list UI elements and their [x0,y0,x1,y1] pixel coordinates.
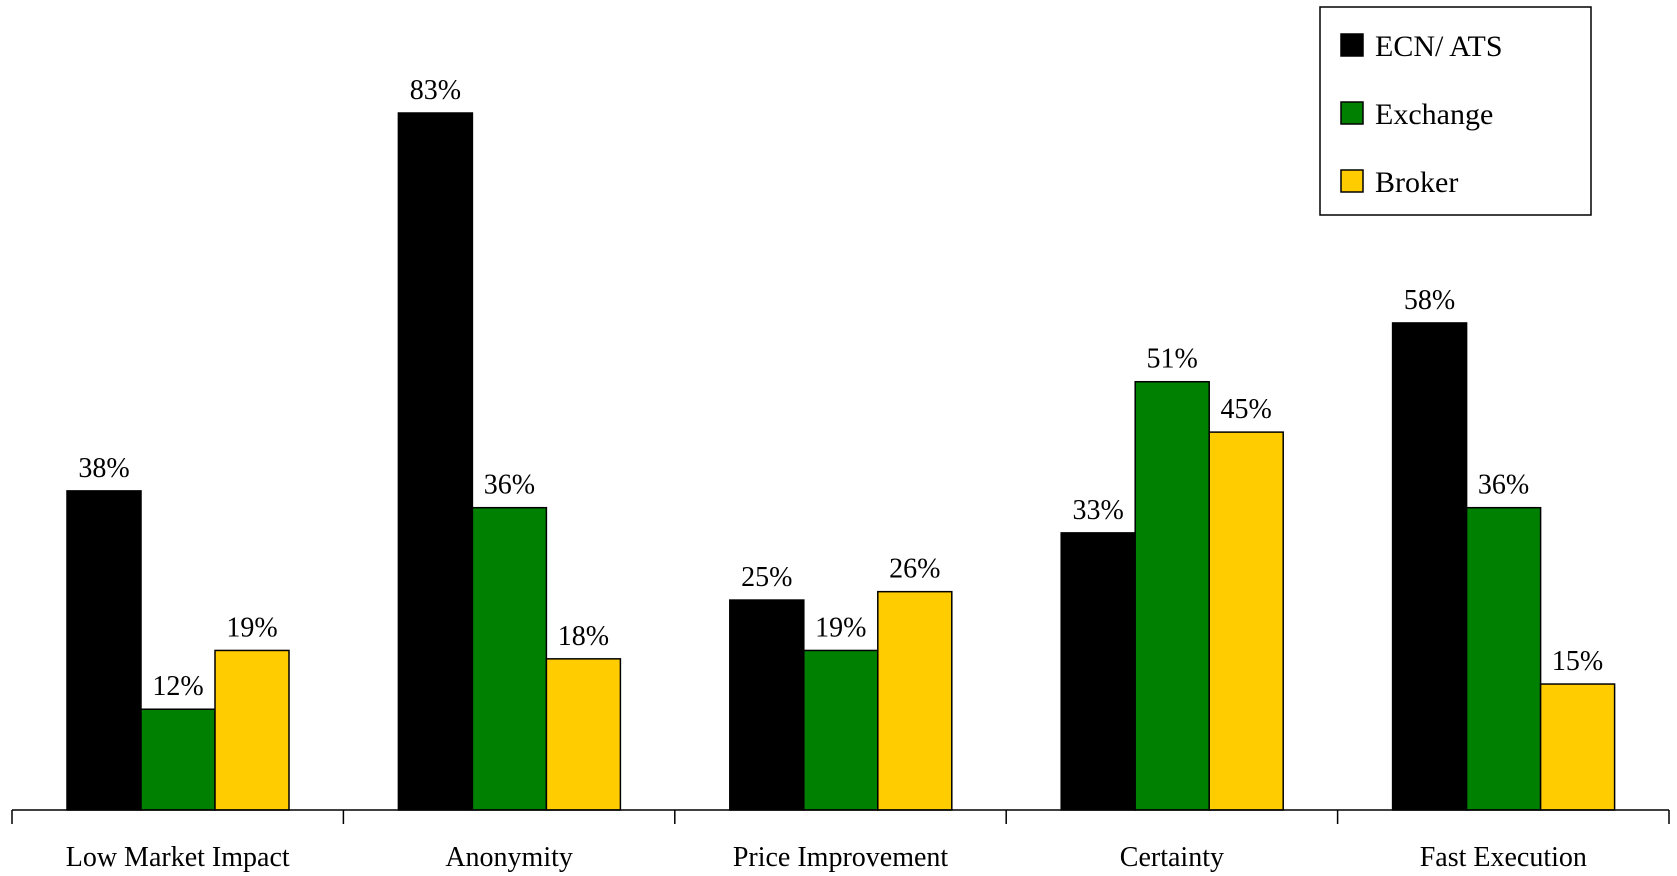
tick-label-price-improvement: Price Improvement [733,842,949,873]
legend-label-ecn-ats: ECN/ ATS [1375,30,1503,63]
data-label-fast-execution-broker: 15% [1552,646,1603,677]
data-label-certainty-broker: 45% [1221,394,1272,425]
bar-low-market-impact-broker [214,649,290,811]
bar-certainty-ecn-ats [1060,532,1136,811]
legend-swatch-exchange [1340,101,1364,125]
tick-label-anonymity: Anonymity [445,842,573,873]
x-axis-tick-labels: Low Market Impact Anonymity Price Improvem… [66,842,1587,873]
bar-price-improvement-exchange [803,649,879,811]
x-axis-ticks [11,810,1670,824]
bar-price-improvement-ecn-ats [729,599,805,811]
data-label-low-market-impact-exchange: 12% [152,671,203,702]
bar-anonymity-broker [545,658,622,811]
data-label-fast-execution-ecn-ats: 58% [1404,285,1455,316]
bar-certainty-exchange [1134,380,1210,811]
tick-label-low-market-impact: Low Market Impact [66,842,290,873]
data-label-price-improvement-broker: 26% [889,554,940,585]
data-label-price-improvement-ecn-ats: 25% [741,562,792,593]
legend-swatch-broker [1340,169,1364,193]
bar-fast-execution-exchange [1465,506,1542,811]
bars-group [66,112,1616,811]
legend-label-broker: Broker [1375,166,1458,199]
legend-swatch-ecn-ats [1340,33,1364,57]
bar-anonymity-exchange [471,506,548,811]
bar-low-market-impact-exchange [140,708,216,811]
data-label-low-market-impact-broker: 19% [226,612,277,643]
data-label-anonymity-ecn-ats: 83% [410,75,461,106]
tick-label-fast-execution: Fast Execution [1420,842,1587,873]
bar-fast-execution-broker [1539,683,1616,811]
data-label-certainty-ecn-ats: 33% [1073,495,1124,526]
data-label-anonymity-exchange: 36% [484,470,535,501]
data-label-price-improvement-exchange: 19% [815,612,866,643]
value-labels-group: 38% 12% 19% 83% 36% 18% 25% 19% 26% 33% 51% 45% 58% 3… [78,75,1603,702]
bar-low-market-impact-ecn-ats [66,490,142,811]
data-label-low-market-impact-ecn-ats: 38% [78,453,129,484]
bar-anonymity-ecn-ats [397,112,474,811]
data-label-anonymity-broker: 18% [558,621,609,652]
legend-label-exchange: Exchange [1375,98,1493,131]
legend-box [1319,6,1592,216]
data-label-certainty-exchange: 51% [1147,344,1198,375]
bar-price-improvement-broker [877,590,953,811]
legend: ECN/ ATS Exchange Broker [1319,6,1592,216]
bar-certainty-broker [1208,431,1284,811]
data-label-fast-execution-exchange: 36% [1478,470,1529,501]
tick-label-certainty: Certainty [1120,842,1224,873]
bar-fast-execution-ecn-ats [1391,322,1468,811]
